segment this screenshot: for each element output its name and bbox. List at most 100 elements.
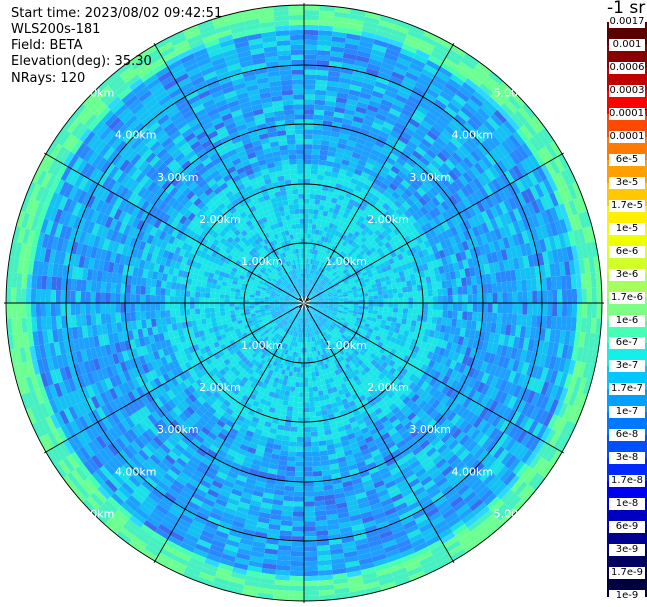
ppi-cell bbox=[355, 219, 363, 227]
ppi-cell bbox=[304, 159, 312, 165]
ppi-cell bbox=[312, 296, 318, 299]
ppi-cell bbox=[350, 283, 356, 288]
ppi-cell bbox=[431, 244, 439, 254]
ppi-cell bbox=[311, 224, 317, 230]
ppi-cell bbox=[282, 435, 290, 442]
ppi-cell bbox=[529, 266, 537, 280]
ppi-cell bbox=[386, 284, 393, 290]
ppi-cell bbox=[297, 432, 304, 438]
ppi-cell bbox=[520, 190, 531, 204]
ppi-cell bbox=[419, 183, 430, 194]
ppi-cell bbox=[472, 130, 485, 144]
ppi-cell bbox=[294, 476, 304, 482]
ppi-cell bbox=[340, 163, 349, 171]
ppi-cell bbox=[321, 190, 328, 197]
ppi-cell bbox=[517, 256, 525, 269]
ppi-cell bbox=[357, 133, 369, 141]
ppi-cell bbox=[333, 111, 345, 119]
ppi-cell bbox=[337, 290, 343, 294]
ppi-cell bbox=[333, 16, 350, 24]
ppi-cell bbox=[344, 282, 351, 287]
ppi-cell bbox=[372, 250, 379, 257]
ppi-cell bbox=[499, 214, 508, 227]
ppi-cell bbox=[392, 293, 399, 299]
ppi-cell bbox=[334, 230, 341, 237]
ppi-cell bbox=[581, 288, 588, 303]
ppi-cell bbox=[290, 381, 296, 387]
ppi-cell bbox=[304, 521, 316, 527]
ppi-cell bbox=[400, 192, 410, 202]
ppi-cell bbox=[304, 223, 309, 229]
ppi-cell bbox=[398, 270, 405, 278]
ppi-cell bbox=[310, 421, 317, 427]
ppi-cell bbox=[385, 186, 395, 195]
ppi-cell bbox=[318, 299, 324, 302]
ppi-cell bbox=[472, 177, 484, 190]
ppi-cell bbox=[304, 506, 315, 512]
ppi-cell bbox=[347, 292, 354, 296]
ppi-cell bbox=[404, 144, 415, 155]
ppi-cell bbox=[358, 256, 365, 263]
ppi-cell bbox=[323, 110, 335, 117]
ppi-cell bbox=[332, 192, 340, 200]
ppi-cell bbox=[518, 106, 532, 122]
ppi-cell bbox=[414, 200, 424, 210]
ppi-cell bbox=[348, 89, 361, 97]
ppi-cell bbox=[365, 214, 373, 222]
ppi-cell bbox=[373, 178, 383, 187]
ppi-cell bbox=[292, 511, 304, 517]
ppi-cell bbox=[310, 426, 318, 432]
ppi-cell bbox=[366, 269, 373, 275]
ppi-cell bbox=[403, 209, 413, 219]
ppi-cell bbox=[306, 288, 309, 294]
ppi-cell bbox=[359, 249, 366, 257]
ppi-cell bbox=[292, 526, 304, 532]
ppi-cell bbox=[442, 303, 448, 311]
ppi-cell bbox=[314, 265, 319, 271]
ppi-cell bbox=[364, 256, 371, 263]
ppi-cell bbox=[384, 117, 397, 126]
ppi-cell bbox=[347, 251, 354, 258]
ppi-cell bbox=[328, 207, 335, 214]
ppi-cell bbox=[405, 248, 413, 257]
ppi-cell bbox=[437, 303, 444, 311]
ppi-cell bbox=[304, 69, 317, 75]
ppi-cell bbox=[414, 81, 429, 93]
ppi-cell bbox=[304, 218, 309, 224]
ppi-cell bbox=[325, 90, 338, 97]
ppi-cell bbox=[354, 111, 366, 119]
ppi-cell bbox=[384, 241, 392, 249]
ppi-cell bbox=[313, 396, 320, 402]
ppi-cell bbox=[520, 159, 532, 174]
ppi-cell bbox=[316, 545, 330, 551]
ppi-cell bbox=[385, 279, 392, 286]
ppi-cell bbox=[504, 154, 517, 168]
ppi-cell bbox=[317, 169, 325, 176]
ppi-cell bbox=[420, 138, 433, 149]
ppi-cell bbox=[338, 238, 345, 245]
ppi-cell bbox=[411, 285, 418, 292]
ppi-cell bbox=[323, 277, 329, 282]
ppi-cell bbox=[319, 445, 328, 452]
ppi-cell bbox=[314, 289, 319, 293]
ppi-cell bbox=[480, 103, 494, 117]
ppi-cell bbox=[528, 154, 541, 169]
ppi-cell bbox=[320, 235, 326, 242]
ppi-cell bbox=[497, 238, 506, 251]
ppi-cell bbox=[314, 199, 321, 205]
ppi-cell bbox=[290, 565, 304, 572]
ppi-cell bbox=[332, 162, 342, 169]
ppi-cell bbox=[489, 230, 498, 242]
ppi-cell bbox=[305, 273, 308, 279]
ppi-cell bbox=[427, 237, 436, 247]
ppi-cell bbox=[329, 176, 338, 184]
ppi-cell bbox=[311, 441, 320, 447]
ppi-cell bbox=[440, 148, 452, 159]
ppi-cell bbox=[481, 254, 489, 265]
ppi-cell bbox=[349, 280, 355, 286]
ppi-cell bbox=[330, 218, 336, 225]
ppi-cell bbox=[316, 179, 324, 186]
ppi-cell bbox=[295, 461, 304, 467]
ppi-cell bbox=[350, 234, 358, 242]
ppi-cell bbox=[473, 162, 485, 175]
